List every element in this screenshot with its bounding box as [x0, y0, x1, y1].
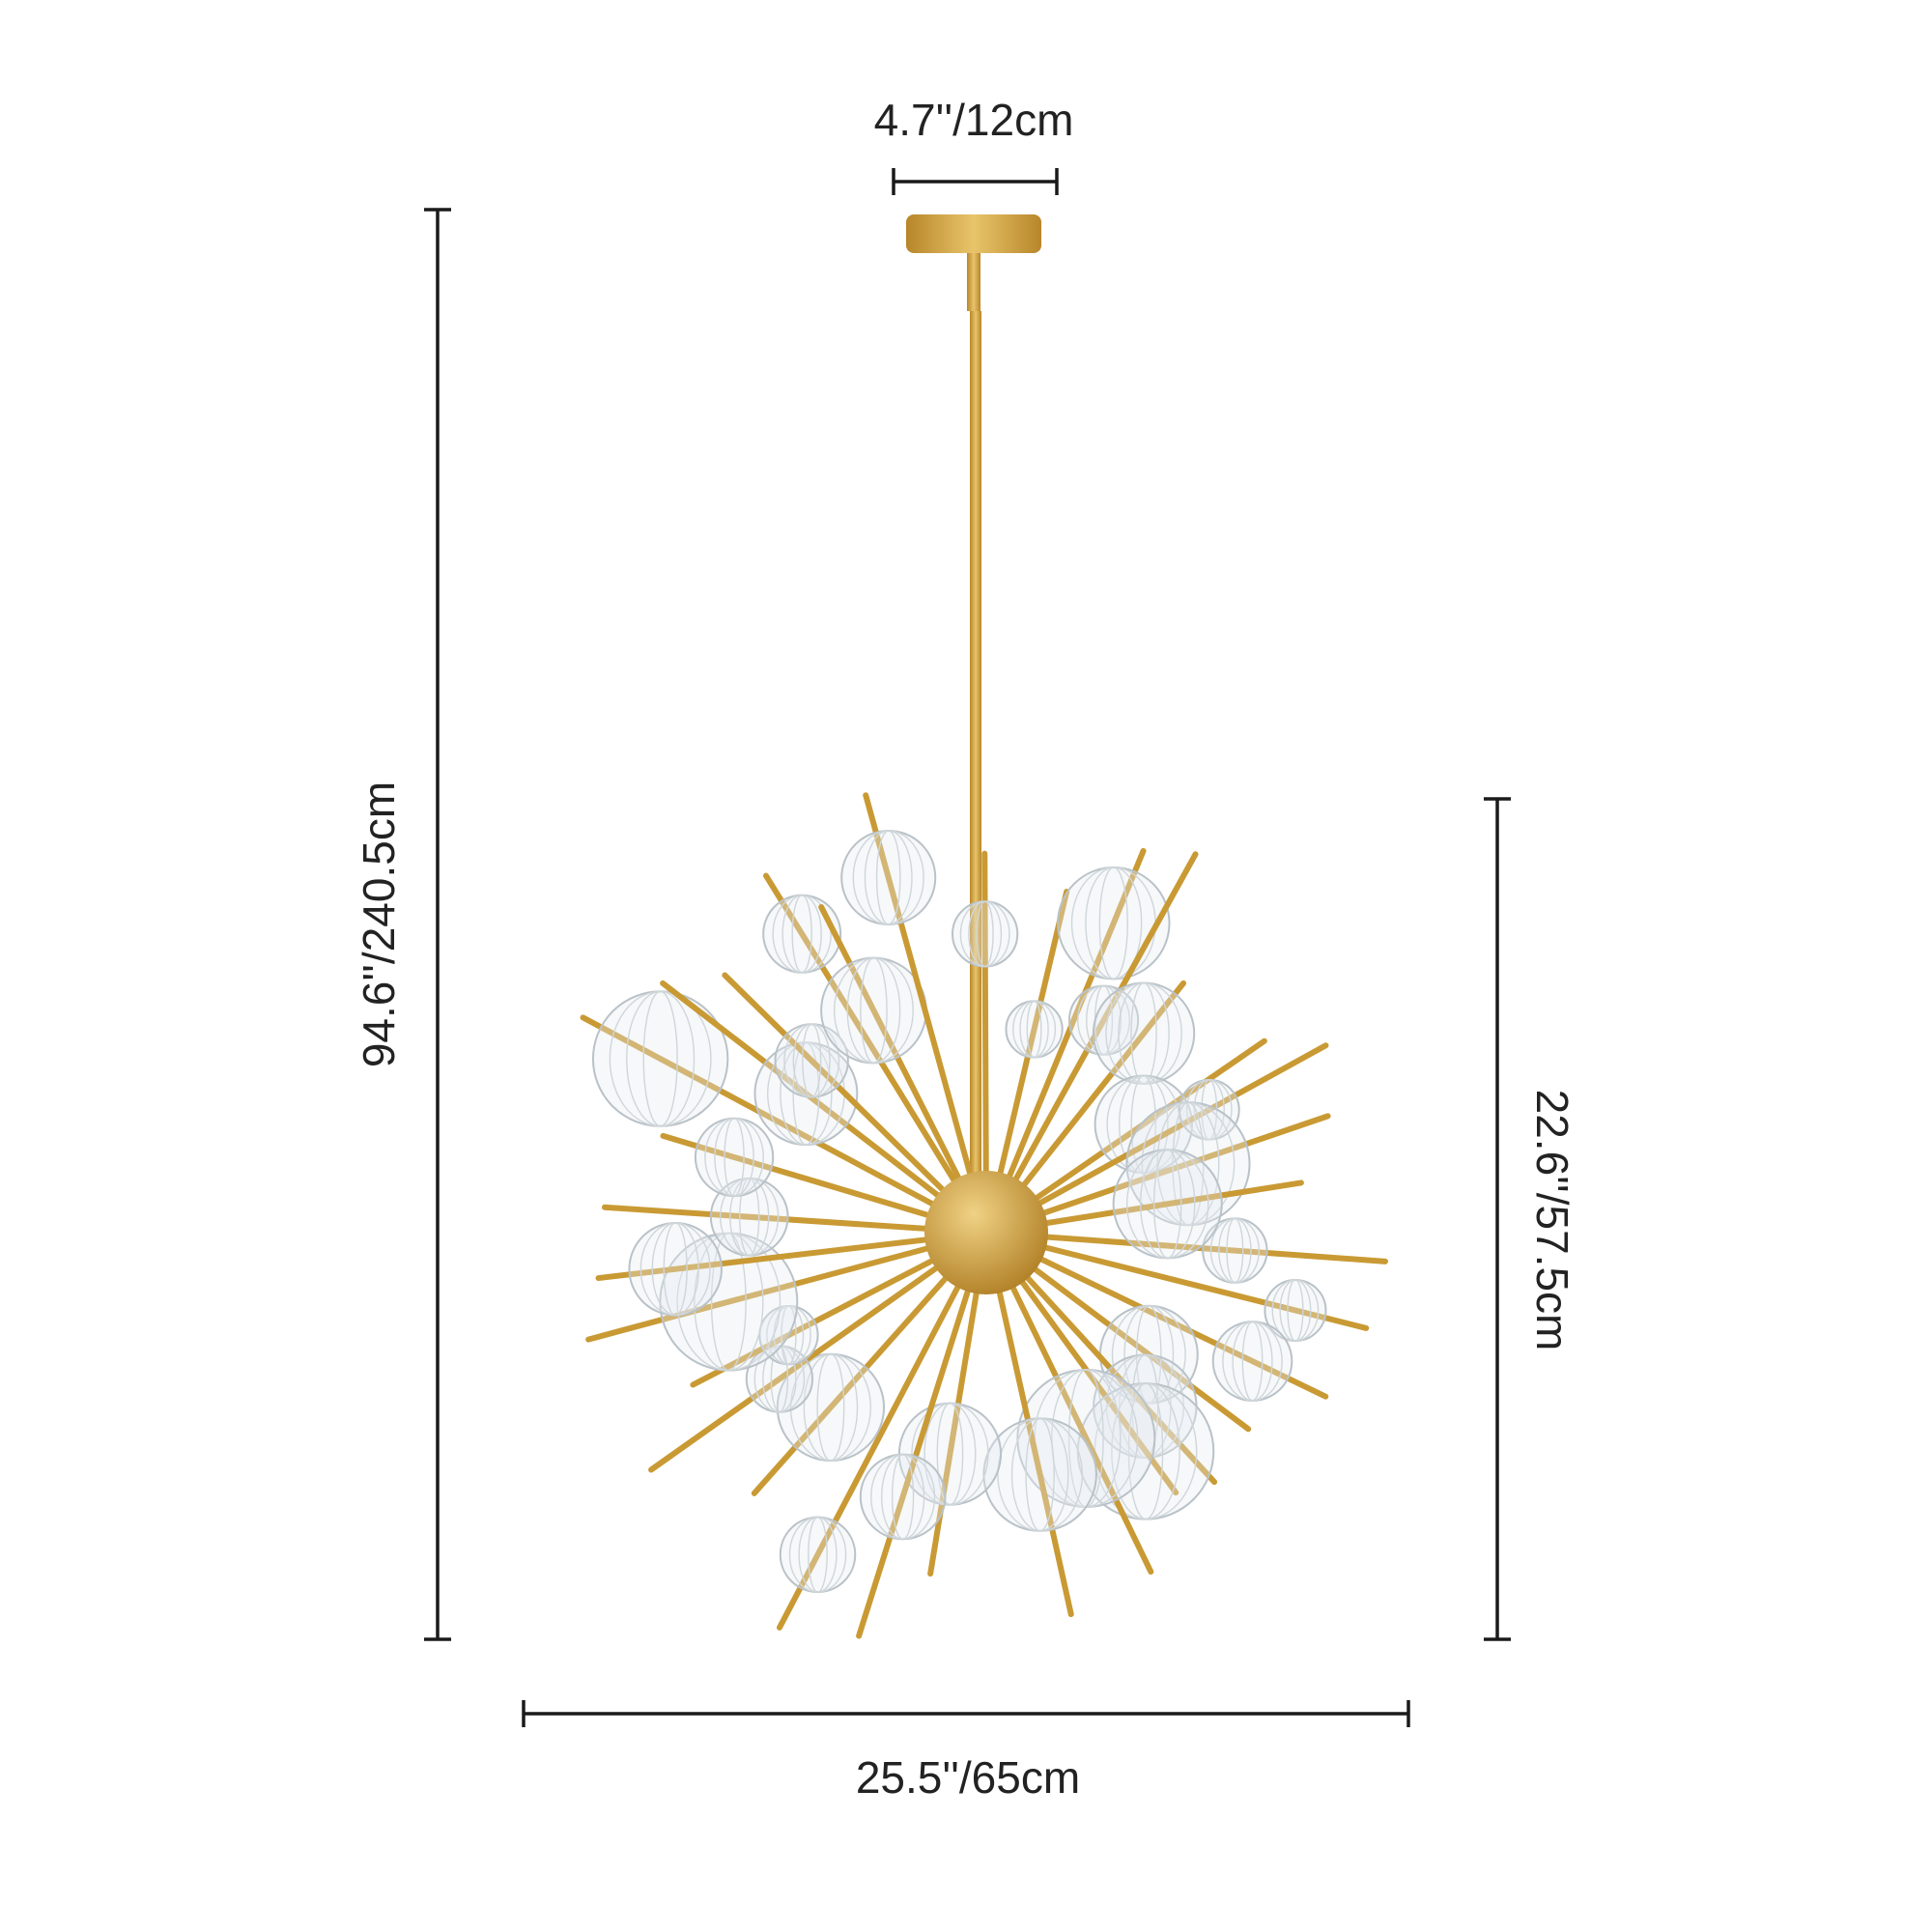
globe-rib: [1185, 1079, 1233, 1141]
canopy-stem: [967, 253, 980, 311]
arm: [580, 1014, 989, 1236]
arm: [983, 1230, 1388, 1264]
arm: [595, 1230, 989, 1282]
chandelier: [580, 214, 1388, 1639]
canopy: [906, 214, 1041, 253]
glass-globe: [1112, 1149, 1223, 1260]
fixture-width-dimension: 25.5''/65cm: [522, 1700, 1410, 1803]
globe-rib: [720, 1178, 780, 1257]
arm: [981, 850, 989, 1236]
globe-rib: [789, 1353, 871, 1462]
arm: [863, 792, 989, 1236]
globe-rib: [959, 900, 1010, 968]
glass-globe: [859, 1453, 947, 1541]
arm: [776, 1230, 989, 1631]
globe-rib: [1271, 1279, 1320, 1342]
globe-rib: [1222, 1321, 1283, 1402]
dimension-label: 4.7''/12cm: [874, 95, 1074, 145]
arm: [763, 872, 989, 1236]
glass-globe: [820, 956, 927, 1065]
arm: [602, 1204, 989, 1236]
globe-rib: [997, 1417, 1084, 1532]
glass-globe: [1057, 866, 1171, 980]
dimension-label: 94.6''/240.5cm: [354, 781, 404, 1067]
glass-globe: [628, 1221, 723, 1317]
dimension-label: 22.6''/57.5cm: [1527, 1090, 1577, 1351]
globe-rib: [788, 1516, 847, 1593]
globe-rib: [676, 1232, 781, 1372]
glass-globe: [694, 1117, 775, 1198]
globe-rib: [639, 1222, 711, 1317]
globe-rib: [1125, 1149, 1209, 1260]
globe-rib: [766, 1305, 811, 1365]
canopy-width-dimension: 4.7''/12cm: [874, 95, 1074, 195]
globe-rib: [833, 956, 914, 1065]
globe-rib: [1077, 984, 1130, 1056]
dimension-label: 25.5''/65cm: [856, 1752, 1080, 1803]
arm: [660, 980, 989, 1236]
globe-rib: [609, 990, 712, 1127]
glass-globe: [1092, 981, 1196, 1085]
glass-globe: [591, 990, 729, 1127]
globe-rib: [753, 1345, 806, 1413]
glass-globe: [762, 894, 842, 974]
down-rod: [970, 311, 981, 1185]
overall-height-dimension: 94.6''/240.5cm: [354, 208, 451, 1641]
globe-rib: [783, 1023, 840, 1098]
globe-rib: [1141, 1101, 1236, 1226]
glass-globe: [952, 900, 1019, 968]
globe-rib: [1209, 1217, 1260, 1284]
glass-globe: [982, 1417, 1097, 1532]
arm: [983, 847, 1147, 1236]
arm: [983, 1230, 1154, 1576]
arm: [983, 1042, 1329, 1236]
glass-globe: [779, 1516, 857, 1594]
fixture-height-dimension: 22.6''/57.5cm: [1484, 797, 1577, 1641]
globe-rib: [704, 1118, 764, 1197]
glass-globe: [1005, 1000, 1064, 1059]
globe-rib: [1012, 1000, 1057, 1059]
center-sphere: [924, 1171, 1048, 1294]
globe-rib: [1111, 1305, 1186, 1405]
globe-rib: [772, 895, 832, 974]
arm: [648, 1230, 989, 1473]
globe-rib: [870, 1453, 936, 1540]
globe-rib: [911, 1402, 989, 1506]
arm: [856, 1230, 989, 1639]
glass-globe: [840, 829, 937, 926]
globe-rib: [1105, 981, 1182, 1085]
arm: [585, 1230, 989, 1343]
glass-globe: [1211, 1321, 1293, 1402]
globe-rib: [852, 830, 924, 925]
